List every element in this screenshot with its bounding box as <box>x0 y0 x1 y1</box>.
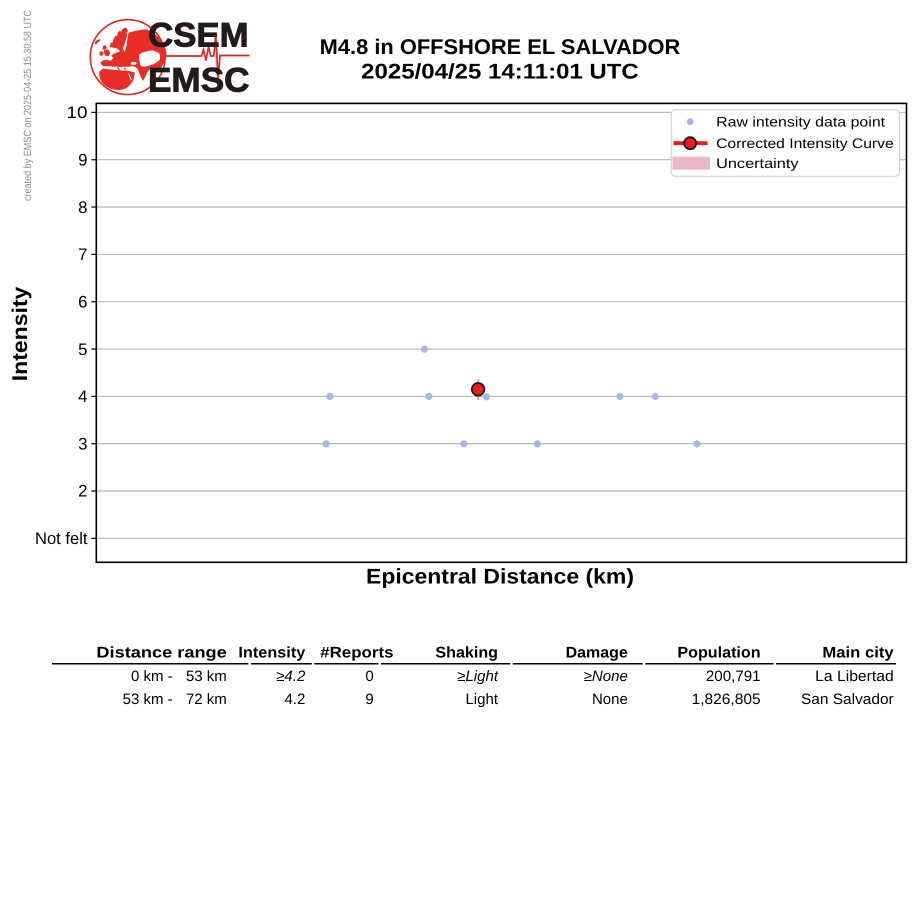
svg-text:4.2: 4.2 <box>284 691 305 708</box>
svg-text:Distance range: Distance range <box>96 645 227 662</box>
svg-text:≥Light: ≥Light <box>457 668 499 685</box>
svg-text:1,826,805: 1,826,805 <box>692 691 761 708</box>
svg-text:La Libertad: La Libertad <box>815 668 894 685</box>
svg-text:Damage: Damage <box>566 645 629 662</box>
svg-text:Corrected Intensity Curve: Corrected Intensity Curve <box>716 136 894 151</box>
svg-text:Uncertainty: Uncertainty <box>716 156 799 171</box>
svg-text:4: 4 <box>78 387 87 406</box>
svg-text:EMSC: EMSC <box>148 61 250 99</box>
svg-text:53 km: 53 km <box>186 668 227 685</box>
svg-text:Population: Population <box>677 645 760 662</box>
svg-text:2025/04/25 14:11:01 UTC: 2025/04/25 14:11:01 UTC <box>361 60 639 84</box>
svg-text:3: 3 <box>78 434 87 453</box>
svg-text:9: 9 <box>78 150 87 169</box>
svg-text:≥None: ≥None <box>584 668 628 685</box>
svg-text:Epicentral Distance (km): Epicentral Distance (km) <box>366 564 634 588</box>
svg-text:53 km -: 53 km - <box>123 691 173 708</box>
svg-text:7: 7 <box>78 245 87 264</box>
svg-text:M4.8 in OFFSHORE EL SALVADOR: M4.8 in OFFSHORE EL SALVADOR <box>320 35 681 59</box>
svg-text:CSEM: CSEM <box>148 16 249 54</box>
svg-text:None: None <box>592 691 628 708</box>
svg-text:72 km: 72 km <box>186 691 227 708</box>
svg-text:8: 8 <box>78 198 87 217</box>
svg-text:0 km -: 0 km - <box>131 668 173 685</box>
svg-text:5: 5 <box>78 340 87 359</box>
svg-text:Intensity: Intensity <box>238 645 305 662</box>
svg-text:0: 0 <box>365 668 373 685</box>
svg-text:Light: Light <box>465 691 498 708</box>
svg-text:Intensity: Intensity <box>8 287 32 382</box>
svg-text:Not felt: Not felt <box>35 529 88 548</box>
svg-text:Raw intensity data point: Raw intensity data point <box>716 114 885 129</box>
svg-text:Shaking: Shaking <box>435 645 498 662</box>
svg-text:6: 6 <box>78 292 87 311</box>
svg-text:#Reports: #Reports <box>320 645 393 662</box>
svg-text:2: 2 <box>78 482 87 501</box>
svg-text:200,791: 200,791 <box>706 668 761 685</box>
svg-text:created by EMSC on 2025-04-25: created by EMSC on 2025-04-25 15:30:58 U… <box>22 10 34 201</box>
svg-text:9: 9 <box>365 691 373 708</box>
svg-text:≥4.2: ≥4.2 <box>276 668 306 685</box>
svg-text:10: 10 <box>67 103 88 122</box>
svg-text:San Salvador: San Salvador <box>801 691 894 708</box>
svg-text:Main city: Main city <box>822 645 894 662</box>
